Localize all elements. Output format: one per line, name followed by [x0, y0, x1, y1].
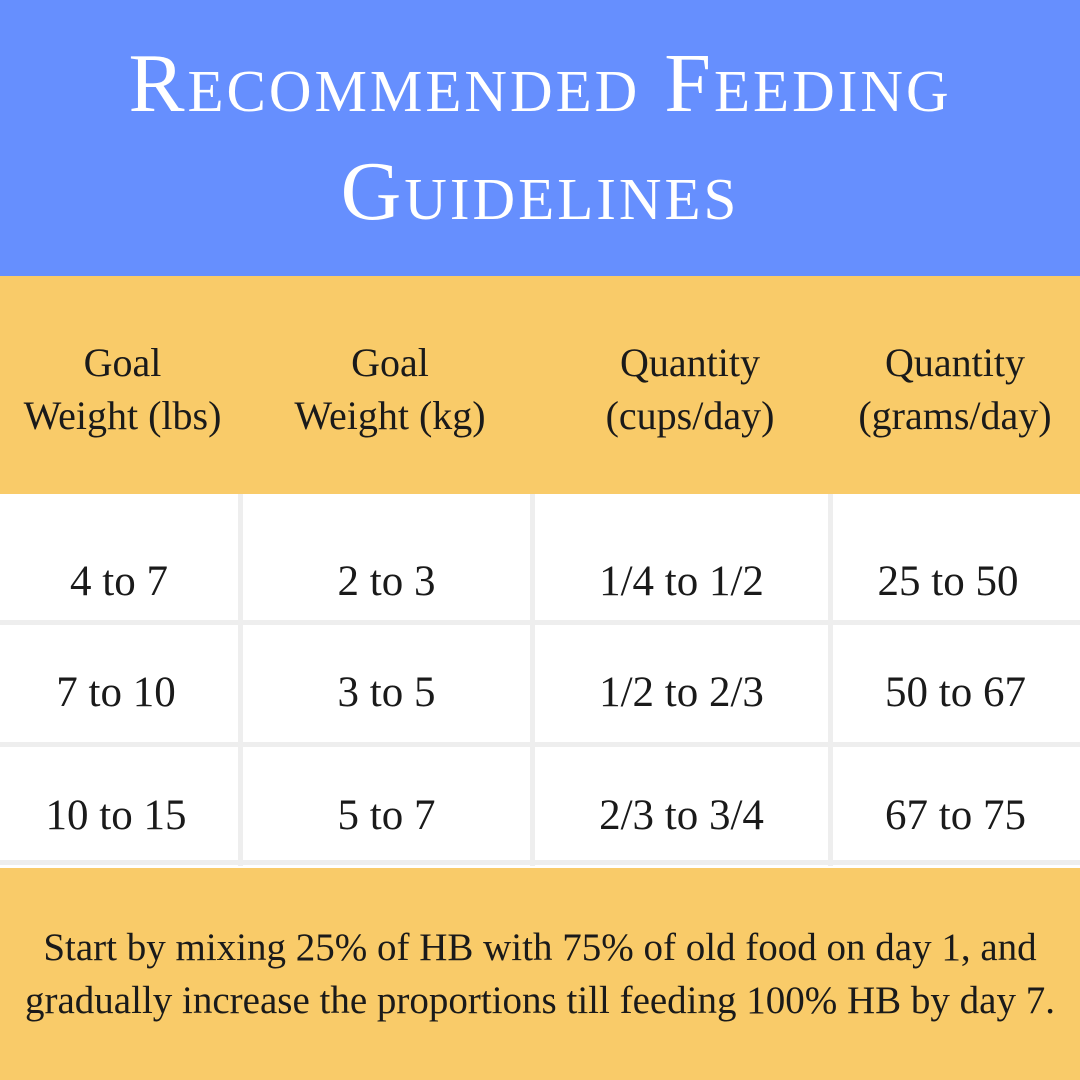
- table-cell: 5 to 7: [337, 792, 436, 839]
- feeding-table: 4 to 7 2 to 3 1/4 to 1/2 25 to 50 7 to 1…: [0, 494, 1080, 866]
- table-cell: 2/3 to 3/4: [599, 792, 764, 839]
- table-cell: 4 to 7: [70, 558, 168, 605]
- table-cell: 10 to 15: [45, 792, 187, 839]
- header-line: Weight (lbs): [23, 393, 222, 438]
- header-goal-weight-lbs: Goal Weight (lbs): [5, 336, 240, 442]
- transition-note: Start by mixing 25% of HB with 75% of ol…: [25, 926, 1055, 1022]
- header-line: (grams/day): [858, 393, 1052, 438]
- column-divider: [530, 494, 535, 866]
- table-cell: 7 to 10: [56, 669, 176, 716]
- header-quantity-grams: Quantity (grams/day): [835, 336, 1075, 442]
- table-cell: 1/2 to 2/3: [599, 669, 764, 716]
- table-cell: 1/4 to 1/2: [599, 558, 764, 605]
- table-cell: 67 to 75: [885, 792, 1026, 839]
- header-quantity-cups: Quantity (cups/day): [575, 336, 805, 442]
- table-cell: 3 to 5: [337, 669, 436, 716]
- header-line: (cups/day): [605, 393, 775, 438]
- table-cell: 2 to 3: [337, 558, 436, 605]
- row-divider: [0, 742, 1080, 747]
- column-divider: [828, 494, 833, 866]
- page-title-line-1: Recommended Feeding: [128, 37, 952, 130]
- table-header: Goal Weight (lbs) Goal Weight (kg) Quant…: [0, 276, 1080, 494]
- header-line: Goal: [351, 340, 429, 385]
- column-divider: [238, 494, 243, 866]
- header-line: Goal: [83, 340, 162, 385]
- header-goal-weight-kg: Goal Weight (kg): [270, 336, 510, 442]
- table-cell: 50 to 67: [885, 669, 1026, 716]
- title-banner: Recommended Feeding Guidelines: [0, 0, 1080, 276]
- row-divider: [0, 860, 1080, 865]
- transition-note-banner: Start by mixing 25% of HB with 75% of ol…: [0, 868, 1080, 1080]
- header-line: Quantity: [620, 340, 760, 385]
- header-line: Weight (kg): [294, 393, 486, 438]
- page-title-line-2: Guidelines: [340, 145, 740, 238]
- table-cell: 25 to 50: [877, 558, 1019, 605]
- row-divider: [0, 620, 1080, 625]
- header-line: Quantity: [885, 340, 1025, 385]
